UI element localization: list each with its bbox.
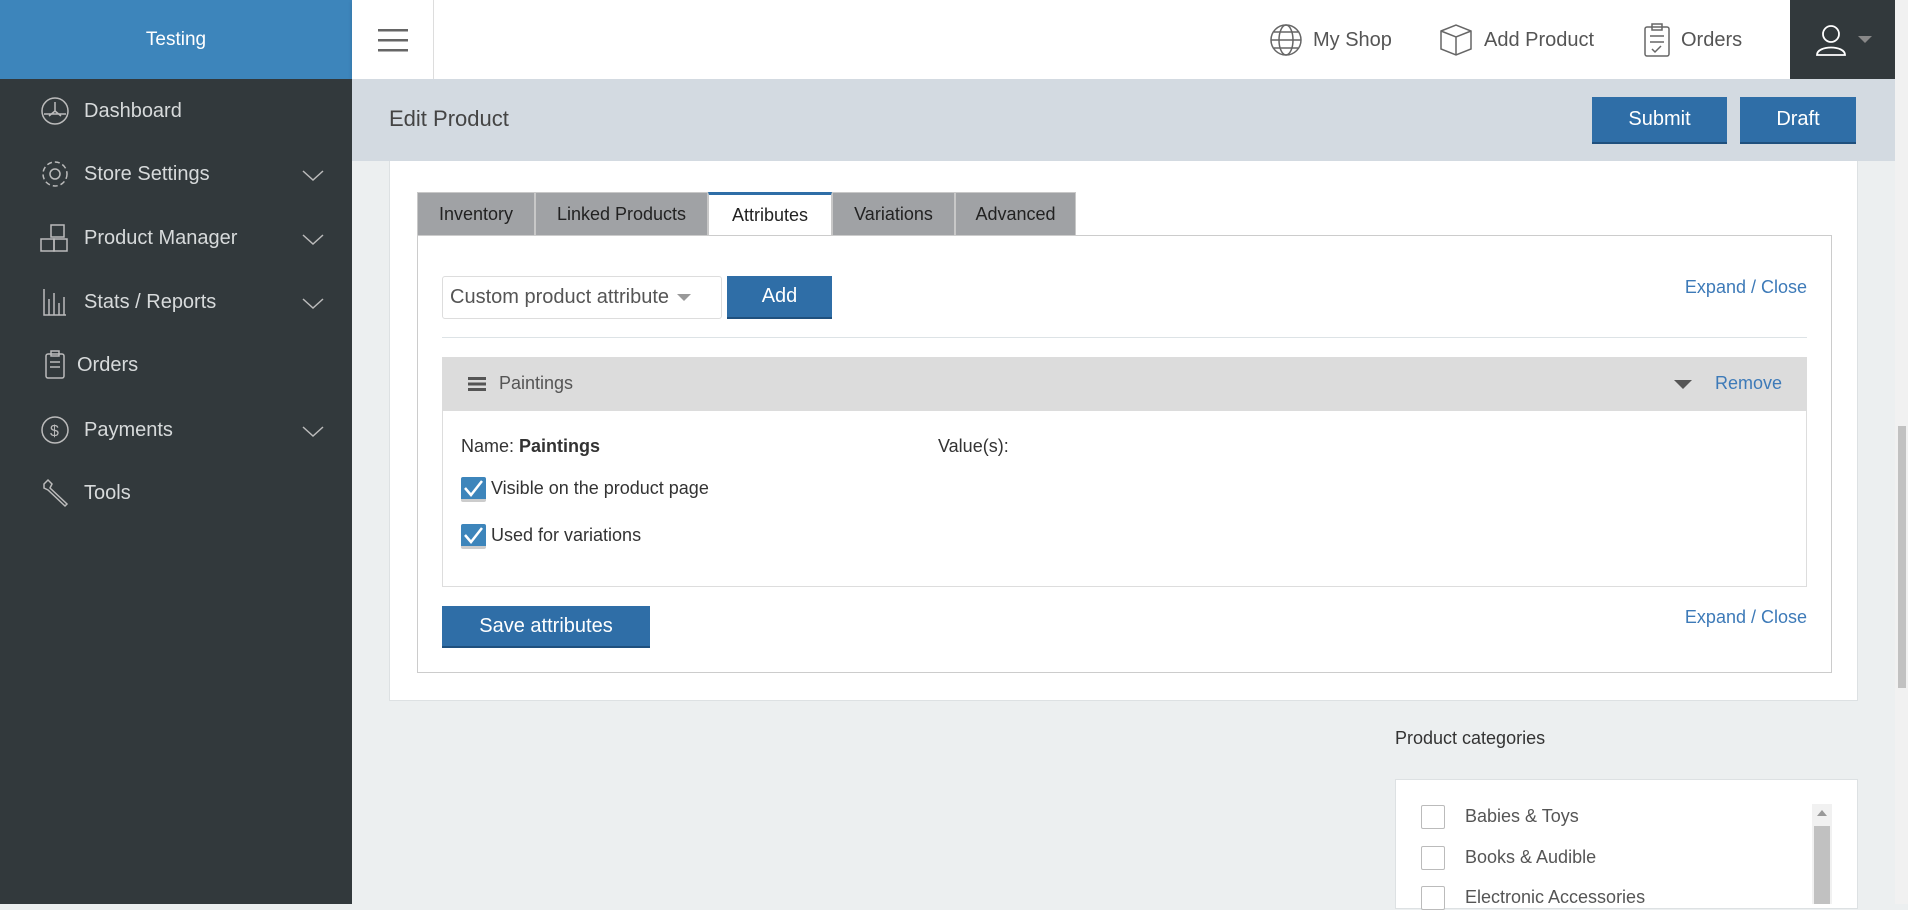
checkmark-icon <box>464 480 483 497</box>
chevron-down-icon <box>302 298 324 310</box>
sidebar-item-dashboard[interactable]: Dashboard <box>0 86 352 136</box>
add-product-link[interactable]: Add Product <box>1438 20 1594 60</box>
tab-linked-products[interactable]: Linked Products <box>535 192 708 235</box>
divider <box>442 337 1807 338</box>
orders-link[interactable]: Orders <box>1643 20 1742 60</box>
attribute-item-title: Paintings <box>499 373 574 393</box>
product-categories-label: Product categories <box>1395 728 1546 748</box>
user-menu[interactable] <box>1790 0 1895 79</box>
chevron-down-icon <box>302 426 324 438</box>
add-attribute-button[interactable]: Add <box>727 276 832 319</box>
expand-close-link[interactable]: Expand / Close <box>1684 607 1807 627</box>
expand-close-link[interactable]: Expand / Close <box>1684 277 1807 297</box>
draft-button[interactable]: Draft <box>1740 97 1856 144</box>
dollar-icon: $ <box>38 413 72 447</box>
categories-scrollbar-thumb[interactable] <box>1814 826 1830 904</box>
add-product-label: Add Product <box>1484 28 1595 51</box>
page-title: Edit Product <box>389 106 509 131</box>
save-attributes-button[interactable]: Save attributes <box>442 606 650 648</box>
select-value: Custom product attribute <box>450 286 669 308</box>
globe-icon <box>1270 24 1302 56</box>
sidebar-item-payments[interactable]: $ Payments <box>0 405 352 455</box>
tab-attributes[interactable]: Attributes <box>708 192 832 236</box>
checkmark-icon <box>464 527 483 544</box>
dashboard-icon <box>38 94 72 128</box>
sidebar: Dashboard Store Settings Product Manager… <box>0 79 352 904</box>
sidebar-item-label: Dashboard <box>84 99 182 122</box>
category-label: Books & Audible <box>1465 847 1597 867</box>
sidebar-item-product-manager[interactable]: Product Manager <box>0 213 352 263</box>
user-icon <box>1815 24 1846 56</box>
brand-title[interactable]: Testing <box>0 0 352 79</box>
clipboard-icon <box>1644 23 1670 57</box>
category-label: Babies & Toys <box>1465 806 1579 826</box>
sidebar-item-tools[interactable]: Tools <box>0 468 352 518</box>
visible-on-product-page-checkbox[interactable] <box>461 477 486 502</box>
attributes-tab-content <box>417 235 1832 673</box>
category-checkbox[interactable] <box>1421 805 1445 829</box>
scroll-up-arrow-icon[interactable] <box>1817 810 1827 816</box>
my-shop-link[interactable]: My Shop <box>1269 20 1392 60</box>
caret-down-icon[interactable] <box>1674 380 1692 390</box>
hamburger-icon <box>377 28 408 51</box>
used-for-variations-checkbox[interactable] <box>461 524 486 549</box>
chevron-down-icon <box>302 170 324 182</box>
tab-variations[interactable]: Variations <box>832 192 955 235</box>
sidebar-item-orders[interactable]: Orders <box>0 340 352 390</box>
sidebar-item-label: Product Manager <box>84 226 238 249</box>
attribute-name: Name: Paintings <box>461 436 600 457</box>
orders-label: Orders <box>1681 28 1743 51</box>
sidebar-item-stats-reports[interactable]: Stats / Reports <box>0 277 352 327</box>
name-value: Paintings <box>519 436 601 456</box>
chevron-down-icon <box>302 234 324 246</box>
attribute-type-select[interactable]: Custom product attribute <box>442 276 722 319</box>
sidebar-item-label: Stats / Reports <box>84 290 217 313</box>
category-checkbox[interactable] <box>1421 886 1445 910</box>
wrench-icon <box>38 476 72 510</box>
bar-chart-icon <box>38 285 72 319</box>
submit-button[interactable]: Submit <box>1592 97 1727 144</box>
tab-advanced[interactable]: Advanced <box>955 192 1076 235</box>
svg-text:$: $ <box>50 423 59 440</box>
sidebar-item-label: Tools <box>84 481 131 504</box>
clipboard-icon <box>38 348 72 382</box>
sidebar-item-label: Store Settings <box>84 162 210 185</box>
box-icon <box>1440 24 1472 56</box>
my-shop-label: My Shop <box>1313 28 1392 51</box>
sidebar-item-label: Orders <box>77 353 139 376</box>
category-checkbox[interactable] <box>1421 846 1445 870</box>
caret-down-icon <box>1857 35 1872 43</box>
product-categories-list <box>1395 779 1858 909</box>
tab-inventory[interactable]: Inventory <box>417 192 535 235</box>
drag-handle-icon[interactable] <box>468 377 486 391</box>
top-bar <box>352 0 1895 79</box>
visible-on-product-page-label: Visible on the product page <box>491 478 709 498</box>
name-label: Name: <box>461 436 515 456</box>
gear-icon <box>38 157 72 191</box>
used-for-variations-label: Used for variations <box>491 525 642 545</box>
remove-attribute-link[interactable]: Remove <box>1715 373 1783 393</box>
boxes-icon <box>38 221 72 255</box>
sidebar-item-label: Payments <box>84 418 173 441</box>
attribute-item-header[interactable] <box>442 357 1807 411</box>
category-label: Electronic Accessories <box>1465 887 1646 907</box>
hamburger-menu-button[interactable] <box>352 0 434 79</box>
sidebar-item-store-settings[interactable]: Store Settings <box>0 149 352 199</box>
caret-down-icon <box>677 293 691 301</box>
page-scrollbar-thumb[interactable] <box>1898 426 1906 688</box>
values-label: Value(s): <box>938 436 1009 456</box>
